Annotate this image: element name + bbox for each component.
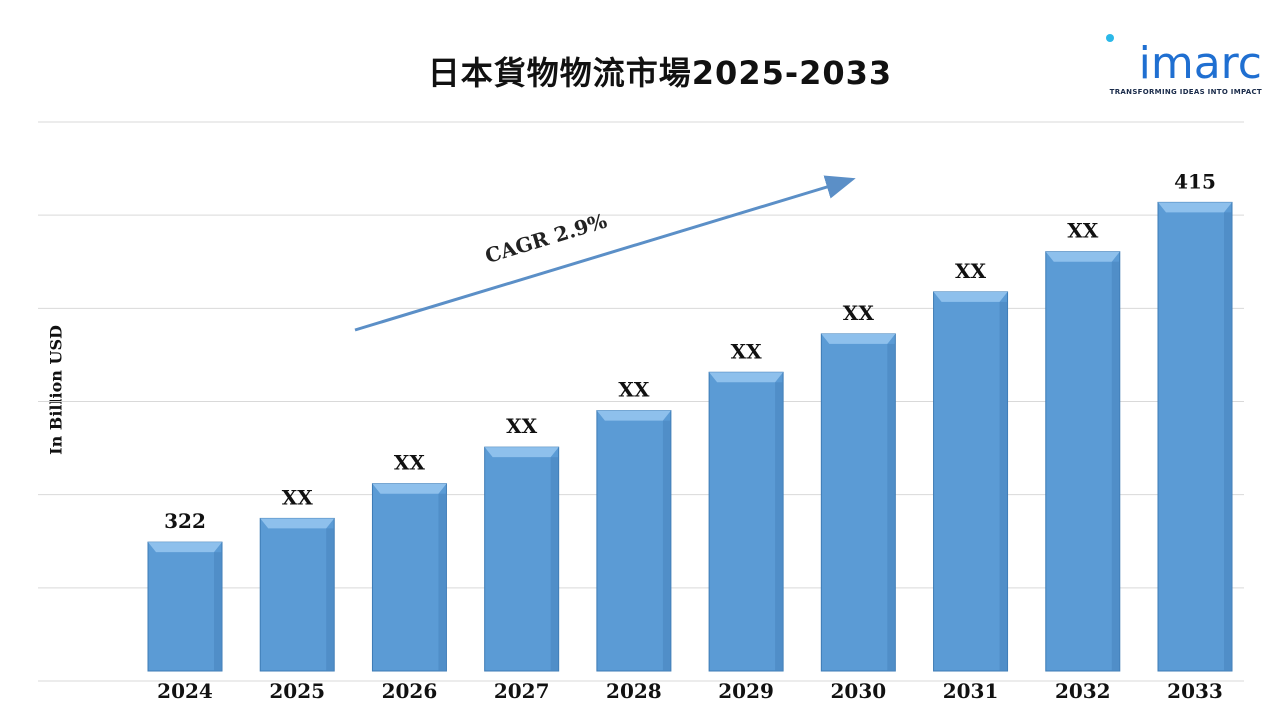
data-label: 415	[1174, 169, 1216, 193]
x-tick-label: 2029	[718, 679, 774, 703]
bar-side-shade	[1224, 212, 1232, 671]
bar-2026	[371, 483, 447, 672]
logo-wordmark: imarc	[1102, 34, 1262, 86]
bar-2024	[147, 541, 223, 672]
bar-top-bevel	[372, 483, 447, 494]
bar-side-shade	[999, 301, 1008, 671]
x-tick-label: 2026	[382, 679, 438, 703]
bar-side-shade	[1111, 261, 1120, 671]
bar-2025	[259, 517, 335, 672]
bar-2030	[820, 333, 896, 672]
data-label: XX	[394, 451, 426, 475]
imarc-logo: imarc TRANSFORMING IDEAS INTO IMPACT	[1102, 34, 1262, 96]
data-label: XX	[731, 339, 763, 363]
bar-side-shade	[887, 343, 896, 671]
bar-top-bevel	[933, 291, 1008, 302]
data-label: XX	[1067, 219, 1099, 243]
bar-2029	[708, 371, 784, 672]
bar-2033	[1157, 201, 1233, 672]
x-tick-label: 2028	[606, 679, 662, 703]
bar-top-bevel	[1045, 251, 1120, 262]
bar-side-shade	[550, 457, 559, 671]
data-label: XX	[618, 378, 650, 402]
bar-top-bevel	[484, 447, 559, 458]
x-tick-label: 2030	[830, 679, 886, 703]
cagr-arrow	[354, 175, 856, 332]
bar-top-bevel	[709, 372, 784, 383]
x-tick-label: 2033	[1167, 679, 1223, 703]
bar-2032	[1045, 251, 1121, 672]
data-label: XX	[506, 414, 538, 438]
x-tick-label: 2024	[157, 679, 213, 703]
data-label: XX	[282, 485, 314, 509]
bar-top-bevel	[821, 333, 896, 344]
x-tick-label: 2032	[1055, 679, 1111, 703]
data-label: XX	[955, 259, 987, 283]
bar-side-shade	[214, 552, 222, 671]
x-tick-label: 2025	[269, 679, 325, 703]
chart-title: 日本貨物物流市場2025-2033	[427, 54, 893, 92]
bar-side-shade	[326, 528, 335, 671]
data-label: 322	[164, 509, 206, 533]
x-tick-label: 2027	[494, 679, 550, 703]
bar-top-bevel	[1158, 202, 1232, 213]
bar-2028	[596, 410, 672, 672]
bar-2031	[933, 291, 1009, 672]
bar-top-bevel	[596, 410, 671, 421]
data-label: XX	[843, 301, 875, 325]
bar-side-shade	[662, 420, 671, 671]
logo-tagline: TRANSFORMING IDEAS INTO IMPACT	[1109, 88, 1262, 96]
bar-2027	[484, 446, 560, 672]
x-tick-label: 2031	[943, 679, 999, 703]
bar-side-shade	[775, 382, 784, 671]
bar-side-shade	[438, 493, 447, 671]
bar-top-bevel	[148, 542, 222, 553]
bar-top-bevel	[260, 518, 335, 529]
logo-dot-icon	[1106, 34, 1114, 42]
